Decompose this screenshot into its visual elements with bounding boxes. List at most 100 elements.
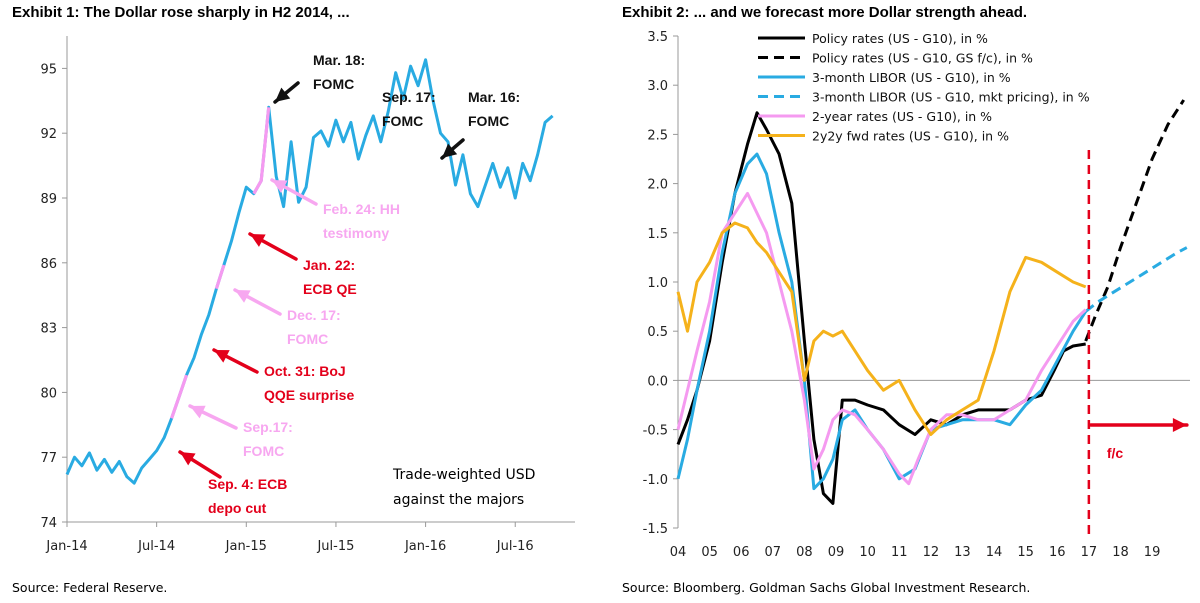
exhibit1-x-tick-label: Jan-15: [225, 539, 267, 554]
exhibit1-annotation-text: ECB QE: [303, 281, 357, 297]
exhibit2-forecast-label: f/c: [1107, 445, 1124, 461]
exhibit1-annotation-text: FOMC: [287, 331, 328, 347]
exhibit1-y-tick-label: 74: [40, 516, 57, 531]
exhibit1-annotation: Sep. 4: ECB depo cut: [208, 476, 287, 516]
exhibit1-source: Source: Federal Reserve.: [12, 580, 168, 595]
exhibit2-y-tick-label: 3.5: [647, 30, 668, 45]
exhibit2-x-tick-label: 13: [954, 545, 971, 560]
exhibit1-annotation: Feb. 24: HH testimony: [323, 201, 400, 241]
exhibit1-y-tick-label: 77: [40, 451, 57, 466]
exhibit2-legend-label: Policy rates (US - G10, GS f/c), in %: [812, 51, 1033, 66]
exhibit2-legend-label: Policy rates (US - G10), in %: [812, 31, 988, 46]
exhibit1-annotation-arrow: [270, 178, 318, 206]
exhibit1-annotation: Jan. 22: ECB QE: [303, 257, 357, 297]
exhibit2-y-tick-label: 1.0: [647, 276, 668, 291]
exhibit2-x-tick-label: 18: [1112, 545, 1129, 560]
exhibit1-inset-label: against the majors: [393, 492, 524, 508]
exhibit2-x-tick-label: 11: [891, 545, 908, 560]
exhibit2-y-tick-label: -1.0: [643, 473, 668, 488]
exhibit2-x-tick-label: 07: [765, 545, 782, 560]
exhibit2-x-tick-label: 10: [859, 545, 876, 560]
exhibit1-highlight-segment: [214, 264, 226, 290]
exhibit1-annotation-text: Dec. 17:: [287, 307, 341, 323]
exhibit2-y-tick-label: 2.0: [647, 178, 668, 193]
exhibit2-x-tick-label: 09: [828, 545, 845, 560]
exhibit1-x-tick-label: Jan-14: [45, 539, 87, 554]
exhibit1-annotation-text: Mar. 18:: [313, 52, 365, 68]
exhibit2-y-tick-label: 1.5: [647, 227, 668, 242]
exhibit1-annotation-arrow: [212, 348, 259, 374]
exhibit1-annotation: Sep. 17: FOMC: [382, 89, 436, 129]
exhibit2-title: Exhibit 2: ... and we forecast more Doll…: [622, 4, 1028, 21]
exhibit2-x-tick-label: 16: [1049, 545, 1066, 560]
exhibit1-annotation: Sep.17: FOMC: [243, 419, 293, 459]
exhibit1-x-tick-label: Jan-16: [404, 539, 446, 554]
exhibit2-series-line: [676, 152, 1087, 491]
exhibit2-series-line: [676, 221, 1087, 436]
exhibit2-y-tick-label: 0.5: [647, 325, 668, 340]
exhibit1-annotation-text: FOMC: [468, 113, 509, 129]
exhibit2-source: Source: Bloomberg. Goldman Sachs Global …: [622, 580, 1031, 595]
exhibit1-y-tick-label: 95: [40, 62, 57, 77]
exhibit1-annotation-text: testimony: [323, 225, 389, 241]
exhibit2-y-tick-label: -0.5: [643, 424, 668, 439]
exhibit2-panel: Exhibit 2: ... and we forecast more Doll…: [600, 0, 1200, 603]
exhibit1-annotation: Mar. 16: FOMC: [468, 89, 520, 129]
exhibit2-legend-label: 3-month LIBOR (US - G10), in %: [812, 70, 1011, 85]
exhibit1-y-tick-label: 83: [40, 322, 57, 337]
exhibit1-annotation-text: QQE surprise: [264, 387, 354, 403]
exhibit1-highlight-segment: [170, 374, 189, 419]
exhibit1-annotation-arrow: [273, 81, 300, 104]
exhibit1-annotation-arrow: [233, 288, 282, 316]
exhibit1-annotation-text: Mar. 16:: [468, 89, 520, 105]
exhibit2-x-tick-label: 14: [986, 545, 1003, 560]
exhibit2-x-tick-label: 06: [733, 545, 750, 560]
exhibit1-annotation-text: depo cut: [208, 500, 267, 516]
exhibit1-annotation-text: Sep. 17:: [382, 89, 436, 105]
exhibit1-annotation-text: Feb. 24: HH: [323, 201, 400, 217]
exhibit2-y-tick-label: 0.0: [647, 374, 668, 389]
exhibit1-title: Exhibit 1: The Dollar rose sharply in H2…: [12, 4, 350, 21]
exhibit1-annotation: Dec. 17: FOMC: [287, 307, 341, 347]
exhibit2-y-tick-label: -1.5: [643, 522, 668, 537]
exhibit1-annotation-arrow: [440, 138, 465, 160]
exhibit2-legend-label: 2y2y fwd rates (US - G10), in %: [812, 129, 1009, 144]
exhibit1-panel: Exhibit 1: The Dollar rose sharply in H2…: [12, 4, 575, 595]
exhibit2-x-tick-label: 12: [923, 545, 940, 560]
exhibit1-y-tick-label: 80: [40, 386, 57, 401]
exhibit1-annotation-arrow: [178, 450, 222, 479]
exhibit2-series-line: [1084, 99, 1185, 342]
exhibit1-annotation-text: Sep.17:: [243, 419, 293, 435]
exhibit1-annotation: Oct. 31: BoJ QQE surprise: [264, 363, 354, 403]
exhibit1-chart: 74 77 80 83 86 89 92 95 Jan-14 Jul-14 Jan-15 Jul-15…: [40, 36, 575, 554]
exhibit2-x-tick-label: 04: [670, 545, 687, 560]
exhibit2-forecast-arrow: [1089, 418, 1189, 432]
exhibit1-annotation: Mar. 18: FOMC: [313, 52, 365, 92]
exhibit2-chart: -1.5 -1.0 -0.5 0.0 0.5 1.0 1.5 2.0 2.5 3.0 3.5 04 05…: [643, 30, 1190, 560]
exhibit1-annotation-text: FOMC: [313, 76, 354, 92]
exhibit1-annotation-text: Oct. 31: BoJ: [264, 363, 346, 379]
exhibit2-legend-label: 2-year rates (US - G10), in %: [812, 109, 992, 124]
exhibit2-x-tick-label: 15: [1017, 545, 1034, 560]
exhibit1-x-tick-label: Jul-14: [137, 539, 175, 554]
exhibit2-x-tick-label: 19: [1144, 545, 1161, 560]
exhibit1-annotation-text: Sep. 4: ECB: [208, 476, 287, 492]
exhibit1-x-tick-label: Jul-15: [316, 539, 354, 554]
exhibit1-annotation-text: FOMC: [382, 113, 423, 129]
exhibit1-y-tick-label: 92: [40, 127, 57, 142]
exhibit2-x-tick-label: 05: [701, 545, 718, 560]
exhibit1-x-tick-label: Jul-16: [496, 539, 534, 554]
exhibit1-y-tick-label: 89: [40, 192, 57, 207]
exhibit1-inset-label: Trade-weighted USD: [392, 467, 535, 483]
exhibit1-highlight-segment: [252, 107, 271, 195]
exhibit2-x-tick-label: 08: [796, 545, 813, 560]
exhibit2-series-line: [1084, 246, 1188, 313]
exhibit1-y-tick-label: 86: [40, 257, 57, 272]
exhibit2-x-tick-label: 17: [1081, 545, 1098, 560]
exhibit1-annotation-arrow: [188, 404, 238, 430]
exhibit2-y-tick-label: 2.5: [647, 128, 668, 143]
exhibit2-y-tick-label: 3.0: [647, 79, 668, 94]
exhibit1-usd-series-line: [65, 58, 554, 485]
exhibit2-series-line: [676, 111, 1086, 505]
exhibit2-series-line: [676, 191, 1087, 486]
